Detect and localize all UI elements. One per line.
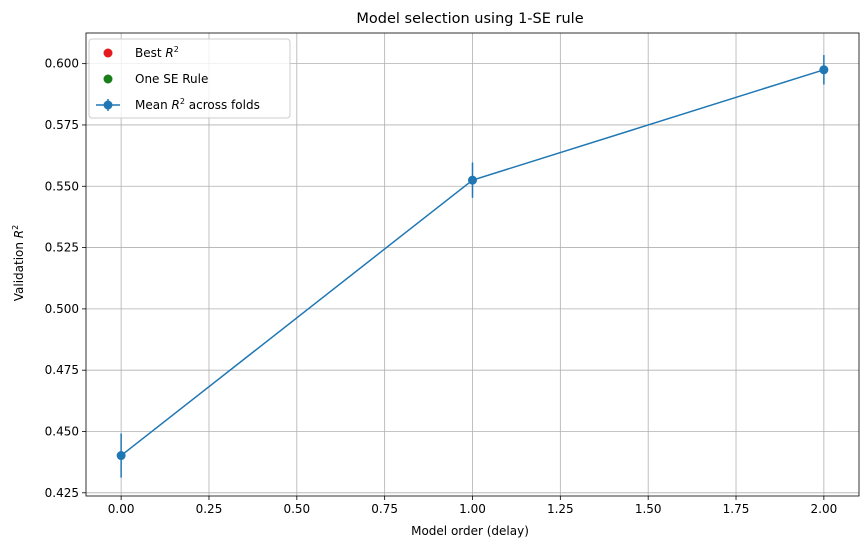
legend-label: One SE Rule xyxy=(135,72,208,86)
x-tick-label: 1.25 xyxy=(547,502,574,516)
series-layer xyxy=(116,55,829,478)
chart-title: Model selection using 1-SE rule xyxy=(356,11,583,27)
y-tick-label: 0.525 xyxy=(45,241,79,255)
x-tick-label: 0.25 xyxy=(196,502,223,516)
x-tick-label: 0.75 xyxy=(371,502,398,516)
x-axis: 0.00 0.25 0.50 0.75 1.00 1.25 1.50 1.75 2.00 xyxy=(108,496,837,516)
x-tick-label: 1.75 xyxy=(723,502,750,516)
data-point xyxy=(116,451,126,461)
y-axis: 0.425 0.450 0.475 0.500 0.525 0.550 0.575 0.600 xyxy=(45,57,86,500)
x-axis-label: Model order (delay) xyxy=(411,524,529,538)
x-tick-label: 2.00 xyxy=(811,502,838,516)
x-tick-label: 1.00 xyxy=(459,502,486,516)
y-tick-label: 0.600 xyxy=(45,57,79,71)
legend-label: Mean R2 across folds xyxy=(135,97,260,112)
y-tick-label: 0.425 xyxy=(45,486,79,500)
y-tick-label: 0.450 xyxy=(45,425,79,439)
x-tick-label: 1.50 xyxy=(635,502,662,516)
y-tick-label: 0.550 xyxy=(45,179,79,193)
y-tick-label: 0.500 xyxy=(45,302,79,316)
legend-marker xyxy=(103,100,113,110)
y-axis-label: Validation R2 xyxy=(11,225,26,302)
legend-marker xyxy=(103,48,113,58)
legend-marker xyxy=(103,74,113,84)
data-point xyxy=(819,65,829,75)
data-point xyxy=(468,175,477,185)
x-tick-label: 0.00 xyxy=(108,502,135,516)
legend-box xyxy=(88,38,291,119)
y-tick-label: 0.475 xyxy=(45,363,79,377)
y-tick-label: 0.575 xyxy=(45,118,79,132)
legend: Best R2 One SE Rule Mean R2 across folds xyxy=(88,38,291,119)
legend-label: Best R2 xyxy=(135,45,179,60)
x-tick-label: 0.50 xyxy=(283,502,310,516)
